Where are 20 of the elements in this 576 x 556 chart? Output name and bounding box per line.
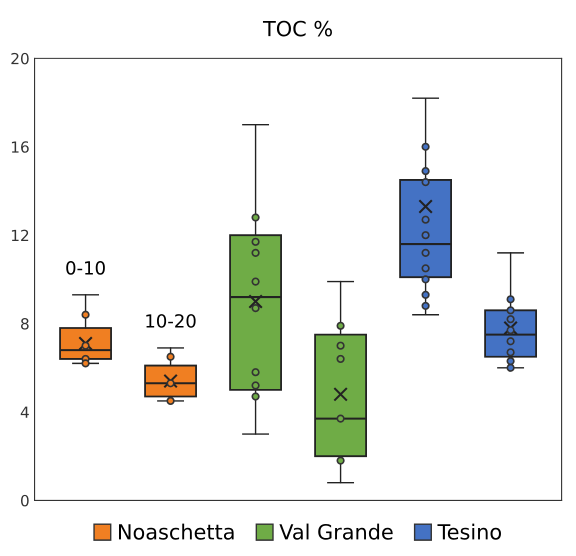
point xyxy=(506,357,515,366)
y-tick-label: 20 xyxy=(11,52,29,64)
point xyxy=(422,290,430,299)
y-tick-label: 4 xyxy=(20,406,29,418)
point xyxy=(506,348,515,356)
legend-label: Val Grande xyxy=(279,524,393,540)
point xyxy=(422,275,430,284)
annotation: 0-10 xyxy=(66,261,105,275)
chart-title: TOC % xyxy=(262,20,332,36)
point xyxy=(422,248,430,257)
legend-label: Tesino xyxy=(437,524,501,540)
y-tick-label: 12 xyxy=(12,230,28,241)
point xyxy=(422,302,430,310)
point xyxy=(422,264,430,272)
legend-label: Noaschetta xyxy=(119,524,234,540)
annotation: 10-20 xyxy=(146,314,196,328)
y-tick-label: 16 xyxy=(12,141,29,153)
y-tick-label: 0 xyxy=(20,494,29,506)
point xyxy=(506,364,515,372)
y-tick-label: 8 xyxy=(21,318,29,330)
